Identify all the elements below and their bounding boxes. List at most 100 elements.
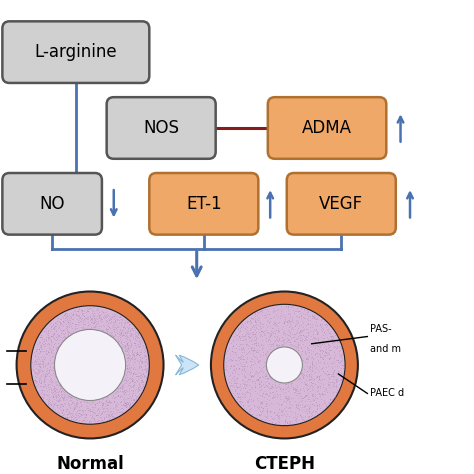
Point (69, 311, 77, 319)
Point (273, 340, 281, 347)
Point (235, 345, 243, 353)
Point (240, 381, 248, 388)
Point (232, 344, 240, 352)
Point (339, 369, 347, 377)
Point (121, 347, 129, 355)
Point (56, 402, 64, 410)
Point (268, 328, 276, 336)
Point (306, 323, 314, 331)
Point (45, 400, 53, 407)
Point (266, 332, 273, 340)
Point (267, 412, 275, 419)
Point (126, 401, 134, 409)
Point (243, 356, 251, 363)
Point (257, 385, 265, 393)
Point (126, 399, 133, 407)
Point (303, 410, 311, 417)
Point (112, 388, 120, 396)
Point (256, 366, 264, 374)
Point (37, 331, 45, 339)
Point (45, 385, 53, 392)
Point (324, 381, 331, 388)
Point (308, 351, 315, 358)
Point (338, 362, 346, 369)
Point (46, 380, 54, 387)
Point (255, 410, 263, 418)
Point (124, 357, 131, 365)
Point (283, 318, 291, 326)
Point (266, 380, 273, 387)
Point (303, 310, 310, 318)
Point (283, 330, 291, 338)
Point (59, 322, 67, 329)
Point (81, 318, 89, 325)
Point (44, 401, 51, 408)
Point (259, 341, 267, 349)
Point (144, 365, 151, 372)
Point (117, 393, 124, 401)
Point (116, 333, 124, 341)
Point (318, 400, 325, 408)
Point (36, 334, 44, 341)
Point (268, 383, 276, 390)
Point (126, 320, 133, 328)
Point (248, 383, 256, 391)
Point (292, 342, 300, 349)
Point (254, 358, 262, 365)
Point (69, 399, 76, 406)
Point (133, 348, 141, 356)
Point (42, 354, 49, 361)
Point (72, 415, 80, 423)
Point (118, 392, 125, 399)
Point (309, 374, 316, 382)
Point (240, 366, 247, 374)
Point (111, 314, 118, 321)
Point (275, 341, 283, 349)
Point (274, 417, 282, 425)
Point (283, 383, 291, 391)
Point (310, 355, 317, 362)
Point (37, 373, 45, 380)
Point (244, 399, 251, 406)
Point (124, 319, 131, 326)
Point (126, 335, 133, 343)
Point (88, 315, 96, 322)
Point (287, 383, 295, 390)
Point (305, 312, 312, 320)
Point (315, 402, 323, 410)
Point (104, 416, 111, 424)
Point (32, 377, 40, 384)
Point (117, 329, 125, 337)
Point (29, 366, 37, 374)
Point (250, 346, 258, 354)
Point (267, 329, 274, 337)
Point (301, 403, 308, 411)
Point (118, 385, 126, 393)
Point (61, 397, 69, 404)
Point (110, 398, 118, 405)
Text: PAS-: PAS- (370, 324, 392, 334)
Point (314, 376, 322, 384)
Point (288, 408, 296, 415)
Point (320, 328, 328, 336)
Point (321, 352, 328, 360)
Point (295, 405, 303, 412)
Point (136, 383, 143, 391)
Point (75, 319, 83, 326)
Point (286, 327, 293, 335)
Point (257, 367, 265, 375)
Point (315, 367, 323, 375)
Point (323, 336, 330, 343)
Point (71, 400, 78, 407)
Point (228, 381, 235, 388)
Point (302, 350, 310, 358)
Point (301, 358, 309, 366)
Point (266, 408, 273, 416)
Point (292, 391, 300, 399)
Point (278, 340, 286, 348)
Point (142, 374, 150, 381)
Point (329, 334, 337, 342)
Point (270, 332, 278, 340)
Point (81, 307, 88, 315)
Point (36, 363, 44, 371)
